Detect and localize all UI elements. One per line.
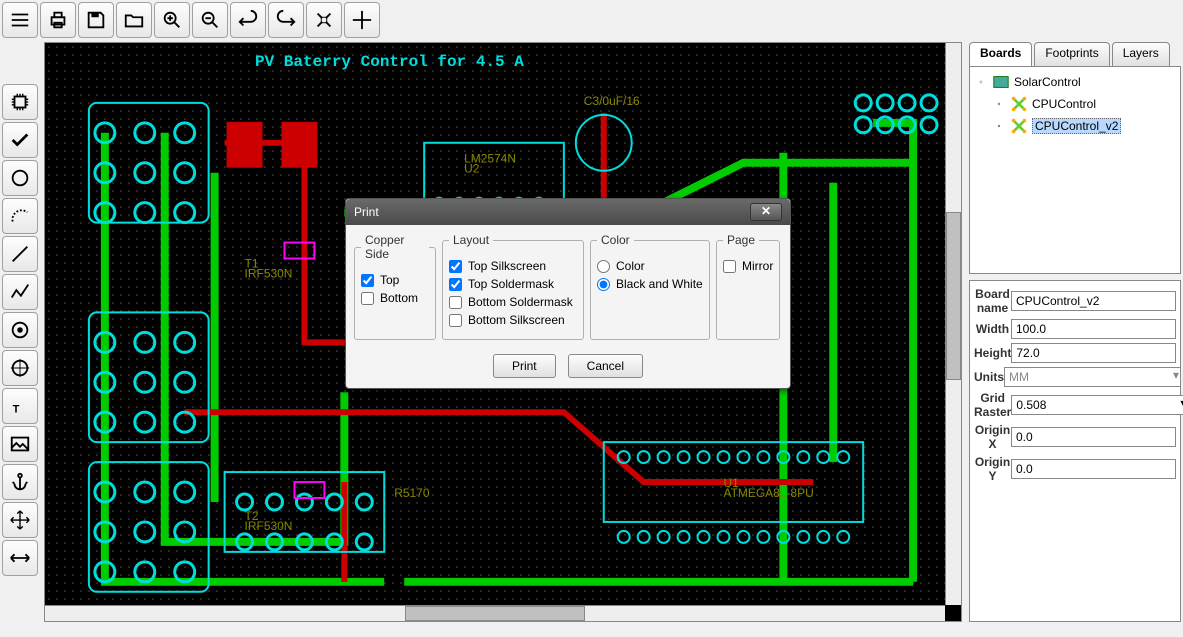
- fit-button[interactable]: [306, 2, 342, 38]
- dialog-title-text: Print: [354, 205, 379, 219]
- zoom-in-button[interactable]: [154, 2, 190, 38]
- print-ok-button[interactable]: Print: [493, 354, 556, 378]
- prop-label: Height: [974, 346, 1011, 360]
- svg-text:IRF530N: IRF530N: [245, 519, 293, 533]
- top-silk-check[interactable]: [449, 260, 462, 273]
- mirror-check[interactable]: [723, 260, 736, 273]
- tab-boards[interactable]: Boards: [969, 42, 1032, 66]
- arc-tool[interactable]: [2, 198, 38, 234]
- via-tool[interactable]: [2, 312, 38, 348]
- tree-root[interactable]: SolarControl: [974, 71, 1176, 93]
- circle-tool[interactable]: [2, 160, 38, 196]
- prop-label: Origin Y: [974, 455, 1011, 483]
- tab-footprints[interactable]: Footprints: [1034, 42, 1109, 66]
- prop-label: Board name: [974, 287, 1011, 315]
- bottom-solder-check[interactable]: [449, 296, 462, 309]
- move-tool[interactable]: [2, 502, 38, 538]
- copper-legend: Copper Side: [361, 233, 429, 261]
- prop-label: Grid Raster: [974, 391, 1011, 419]
- page-group: Page Mirror: [716, 233, 780, 340]
- board-name-input[interactable]: [1011, 291, 1176, 311]
- zoom-out-button[interactable]: [192, 2, 228, 38]
- save-button[interactable]: [78, 2, 114, 38]
- svg-text:IRF530N: IRF530N: [245, 266, 293, 280]
- text-tool[interactable]: T: [2, 388, 38, 424]
- height-input[interactable]: [1011, 343, 1176, 363]
- copper-side-group: Copper Side Top Bottom: [354, 233, 436, 340]
- image-tool[interactable]: [2, 426, 38, 462]
- layout-legend: Layout: [449, 233, 493, 247]
- top-check[interactable]: [361, 274, 374, 287]
- hresize-tool[interactable]: [2, 540, 38, 576]
- menu-button[interactable]: [2, 2, 38, 38]
- svg-text:C3/0uF/16: C3/0uF/16: [584, 94, 640, 108]
- line-tool[interactable]: [2, 236, 38, 272]
- bottom-check[interactable]: [361, 292, 374, 305]
- color-radio[interactable]: [597, 260, 610, 273]
- tree-child-1[interactable]: CPUControl_v2: [974, 115, 1176, 137]
- tree-child-0[interactable]: CPUControl: [974, 93, 1176, 115]
- prop-label: Units: [974, 370, 1004, 384]
- top-toolbar: [2, 2, 382, 40]
- polyline-tool[interactable]: [2, 274, 38, 310]
- prop-label: Origin X: [974, 423, 1011, 451]
- units-select[interactable]: [1004, 367, 1181, 387]
- left-toolbar: T: [2, 84, 40, 576]
- undo-button[interactable]: [230, 2, 266, 38]
- width-input[interactable]: [1011, 319, 1176, 339]
- crosshair-button[interactable]: [344, 2, 380, 38]
- properties-panel: Board name Width Height Units▾ Grid Rast…: [969, 280, 1181, 622]
- print-cancel-button[interactable]: Cancel: [568, 354, 643, 378]
- tree-root-label: SolarControl: [1014, 75, 1081, 89]
- anchor-tool[interactable]: [2, 464, 38, 500]
- origin-x-input[interactable]: [1011, 427, 1176, 447]
- tab-layers[interactable]: Layers: [1112, 42, 1170, 66]
- svg-text:R5170: R5170: [394, 486, 430, 500]
- chip-tool[interactable]: [2, 84, 38, 120]
- dialog-close-button[interactable]: ✕: [750, 203, 782, 221]
- target-tool[interactable]: [2, 350, 38, 386]
- print-button[interactable]: [40, 2, 76, 38]
- h-scrollbar[interactable]: [45, 605, 945, 621]
- origin-y-input[interactable]: [1011, 459, 1176, 479]
- redo-button[interactable]: [268, 2, 304, 38]
- svg-text:ATMEGA8L-8PU: ATMEGA8L-8PU: [723, 486, 813, 500]
- canvas-title: PV Baterry Control for 4.5 A: [255, 53, 524, 71]
- right-panel: Boards Footprints Layers SolarControl CP…: [969, 42, 1181, 622]
- tree-child-0-label: CPUControl: [1032, 97, 1096, 111]
- top-solder-check[interactable]: [449, 278, 462, 291]
- color-group: Color Color Black and White: [590, 233, 710, 340]
- bottom-silk-check[interactable]: [449, 314, 462, 327]
- bw-radio[interactable]: [597, 278, 610, 291]
- dialog-titlebar[interactable]: Print ✕: [346, 199, 790, 225]
- prop-label: Width: [974, 322, 1011, 336]
- color-legend: Color: [597, 233, 634, 247]
- print-dialog: Print ✕ Copper Side Top Bottom Layout To…: [345, 198, 791, 389]
- tabs: Boards Footprints Layers: [969, 42, 1181, 66]
- tree-child-1-label: CPUControl_v2: [1032, 118, 1121, 134]
- layout-group: Layout Top Silkscreen Top Soldermask Bot…: [442, 233, 584, 340]
- check-tool[interactable]: [2, 122, 38, 158]
- v-scrollbar[interactable]: [945, 43, 961, 605]
- board-tree[interactable]: SolarControl CPUControl CPUControl_v2: [969, 66, 1181, 274]
- page-legend: Page: [723, 233, 759, 247]
- svg-text:T: T: [13, 403, 20, 415]
- svg-text:U2: U2: [464, 162, 480, 176]
- grid-raster-select[interactable]: [1011, 395, 1183, 415]
- open-button[interactable]: [116, 2, 152, 38]
